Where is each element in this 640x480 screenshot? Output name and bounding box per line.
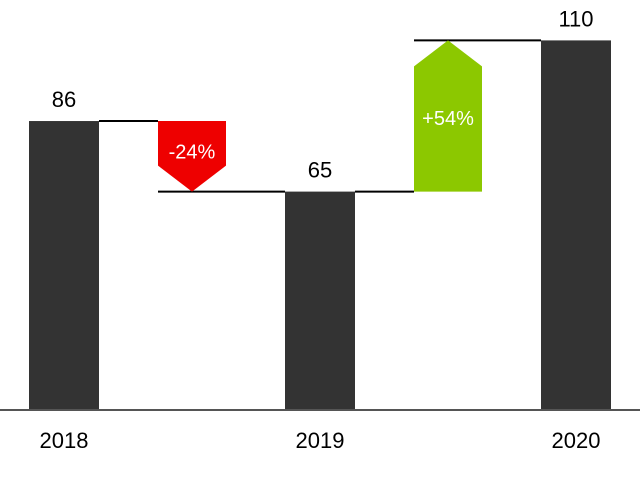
delta-label-down: -24% — [169, 141, 216, 163]
delta-marker-up — [414, 40, 482, 192]
delta-label-up: +54% — [422, 108, 474, 130]
value-labels: 86 65 110 — [52, 6, 594, 182]
x-axis-tick-labels: 2018 2019 2020 — [40, 428, 601, 453]
bar-2020 — [541, 40, 611, 411]
connector-lines — [99, 39, 541, 193]
value-label-2018: 86 — [52, 87, 76, 112]
tick-label-2019: 2019 — [296, 428, 345, 453]
tick-label-2020: 2020 — [552, 428, 601, 453]
value-label-2019: 65 — [308, 158, 332, 183]
bar-2018 — [29, 121, 99, 410]
bars-group — [29, 40, 611, 411]
delta-marker-down — [158, 121, 226, 192]
value-label-2020: 110 — [558, 6, 593, 31]
delta-markers: -24% +54% — [158, 40, 482, 192]
bar-2019 — [285, 191, 355, 410]
tick-label-2018: 2018 — [40, 428, 89, 453]
